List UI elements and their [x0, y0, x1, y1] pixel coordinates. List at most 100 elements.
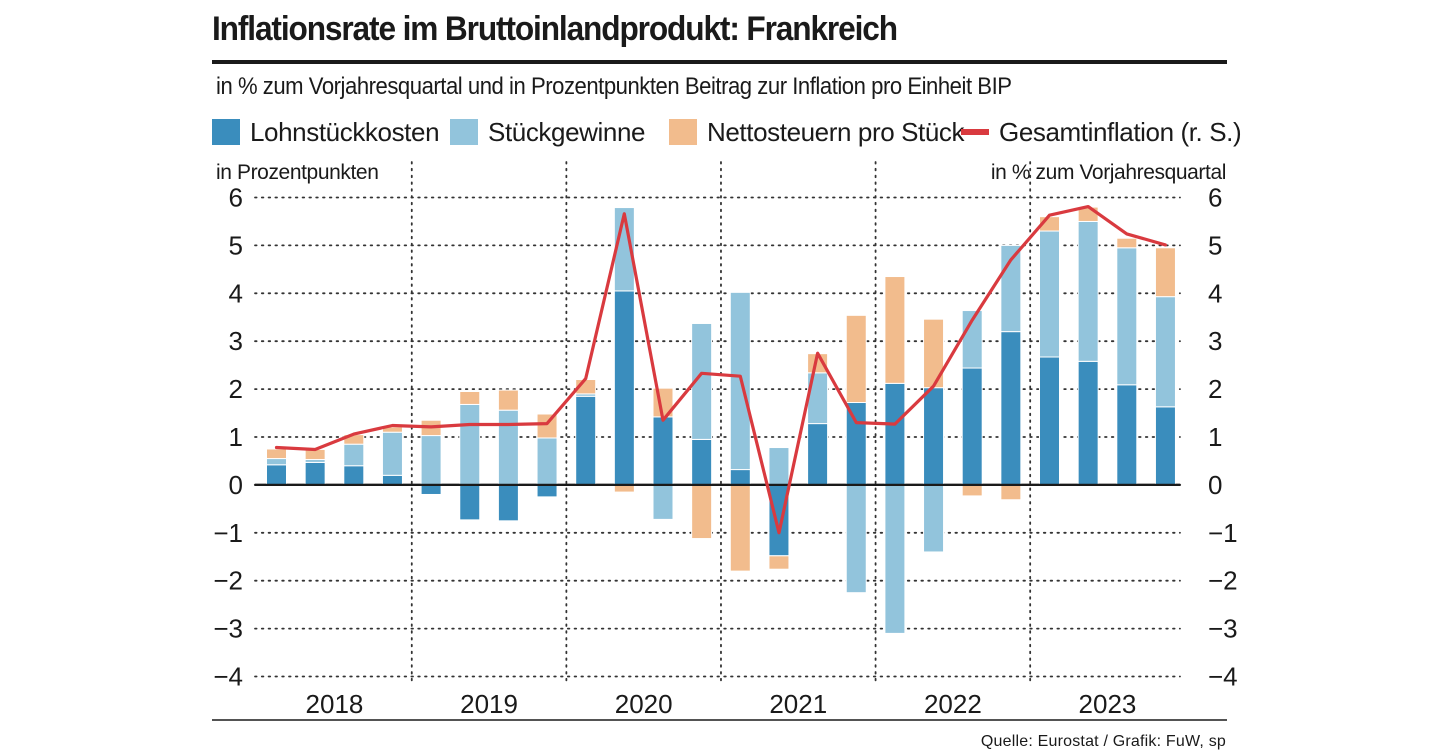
y-tick-label-right: 4 — [1208, 278, 1222, 308]
bar-nettosteuern — [497, 389, 519, 411]
bar-lohnstueckkosten — [1077, 360, 1099, 486]
y-tick-label-left: −1 — [213, 518, 243, 548]
y-tick-label-left: 3 — [229, 326, 243, 356]
chart-subtitle: in % zum Vorjahresquartal und in Prozent… — [216, 73, 1012, 100]
bar-lohnstueckkosten — [961, 367, 983, 486]
y-tick-label-left: 2 — [229, 374, 243, 404]
bar-lohnstueckkosten — [652, 416, 674, 486]
bar-nettosteuern — [459, 390, 481, 405]
bar-lohnstueckkosten — [1116, 384, 1138, 486]
bar-lohnstueckkosten — [497, 484, 519, 522]
legend-label-lohnstueckkosten: Lohnstückkosten — [250, 116, 440, 147]
bar-lohnstueckkosten — [691, 438, 713, 486]
bar-stueckgewinne — [1154, 296, 1176, 408]
y-tick-label-right: 0 — [1208, 470, 1222, 500]
bar-nettosteuern — [691, 484, 713, 540]
y-tick-label-left: 5 — [229, 230, 243, 260]
x-tick-label-year: 2023 — [1079, 689, 1137, 719]
y-tick-label-left: 1 — [229, 422, 243, 452]
bar-nettosteuern — [884, 276, 906, 384]
left-axis-label: in Prozentpunkten — [216, 161, 378, 184]
bar-lohnstueckkosten — [729, 469, 751, 486]
y-tick-label-right: 5 — [1208, 230, 1222, 260]
line-series — [274, 205, 1168, 535]
bar-stueckgewinne — [420, 435, 442, 486]
bar-stueckgewinne — [1077, 220, 1099, 362]
x-tick-label-year: 2021 — [769, 689, 827, 719]
legend-label-nettosteuern: Nettosteuern pro Stück — [707, 116, 965, 147]
legend-swatch-gesamtinflation — [961, 129, 989, 135]
x-tick-label-year: 2020 — [615, 689, 673, 719]
source-note: Quelle: Eurostat / Grafik: FuW, sp — [980, 733, 1226, 750]
bar-stueckgewinne — [845, 484, 867, 594]
y-tick-label-right: 3 — [1208, 326, 1222, 356]
y-tick-label-right: 2 — [1208, 374, 1222, 404]
legend-swatch-lohnstueckkosten — [212, 119, 240, 145]
bar-lohnstueckkosten — [459, 484, 481, 521]
bar-nettosteuern — [845, 314, 867, 404]
bar-nettosteuern — [729, 484, 751, 572]
bar-lohnstueckkosten — [1000, 331, 1022, 486]
y-tick-label-right: −3 — [1208, 614, 1238, 644]
bar-lohnstueckkosten — [575, 395, 597, 486]
bar-nettosteuern — [1116, 237, 1138, 249]
bar-stueckgewinne — [381, 431, 403, 476]
legend-swatch-stueckgewinne — [450, 119, 478, 145]
legend-label-stueckgewinne: Stückgewinne — [488, 116, 646, 147]
legend-item-nettosteuern: Nettosteuern pro Stück — [669, 116, 965, 148]
bar-stueckgewinne — [497, 409, 519, 486]
y-tick-label-left: 6 — [229, 183, 243, 213]
bar-stueckgewinne — [923, 484, 945, 553]
bar-stueckgewinne — [536, 437, 558, 486]
legend-swatch-nettosteuern — [669, 119, 697, 145]
bar-lohnstueckkosten — [266, 464, 287, 486]
y-tick-label-right: −4 — [1208, 662, 1238, 692]
bars — [255, 206, 1180, 634]
y-tick-label-right: 1 — [1208, 422, 1222, 452]
bar-stueckgewinne — [652, 484, 674, 520]
title-rule — [212, 60, 1227, 64]
legend-item-gesamtinflation: Gesamtinflation (r. S.) — [961, 116, 1242, 148]
legend-item-lohnstueckkosten: Lohnstückkosten — [212, 116, 440, 148]
y-tick-label-left: 4 — [229, 278, 243, 308]
right-axis-label: in % zum Vorjahresquartal — [991, 161, 1226, 184]
bar-stueckgewinne — [266, 458, 287, 466]
bar-lohnstueckkosten — [613, 290, 635, 486]
bar-lohnstueckkosten — [845, 402, 867, 486]
bar-nettosteuern — [1000, 484, 1022, 501]
bar-lohnstueckkosten — [1039, 356, 1060, 486]
bar-lohnstueckkosten — [923, 387, 945, 486]
bar-stueckgewinne — [343, 443, 365, 467]
bar-nettosteuern — [961, 484, 983, 497]
bar-nettosteuern — [923, 318, 945, 389]
bar-lohnstueckkosten — [807, 423, 829, 486]
bar-stueckgewinne — [768, 447, 790, 486]
bar-lohnstueckkosten — [304, 461, 326, 486]
y-tick-label-left: −3 — [213, 614, 243, 644]
y-tick-label-left: −4 — [213, 662, 243, 692]
y-tick-label-left: −2 — [213, 566, 243, 596]
bar-nettosteuern — [768, 555, 790, 570]
bar-lohnstueckkosten — [884, 382, 906, 486]
chart-title: Inflationsrate im Bruttoinlandprodukt: F… — [212, 10, 898, 48]
bar-lohnstueckkosten — [1154, 406, 1176, 486]
bar-stueckgewinne — [691, 322, 713, 440]
y-tick-label-right: −2 — [1208, 566, 1238, 596]
y-tick-label-left: 0 — [229, 470, 243, 500]
bar-stueckgewinne — [884, 484, 906, 634]
legend-label-gesamtinflation: Gesamtinflation (r. S.) — [999, 116, 1242, 147]
bar-stueckgewinne — [1039, 230, 1060, 358]
y-tick-label-right: 6 — [1208, 183, 1222, 213]
bar-lohnstueckkosten — [381, 474, 403, 486]
x-tick-label-year: 2019 — [460, 689, 518, 719]
line-gesamtinflation — [274, 205, 1168, 535]
bar-nettosteuern — [266, 448, 287, 460]
bar-stueckgewinne — [459, 403, 481, 486]
bar-lohnstueckkosten — [343, 465, 365, 486]
bar-nettosteuern — [1154, 247, 1176, 298]
bar-stueckgewinne — [1116, 247, 1138, 386]
legend-item-stueckgewinne: Stückgewinne — [450, 116, 645, 148]
bar-lohnstueckkosten — [536, 484, 558, 498]
x-tick-label-year: 2018 — [306, 689, 364, 719]
